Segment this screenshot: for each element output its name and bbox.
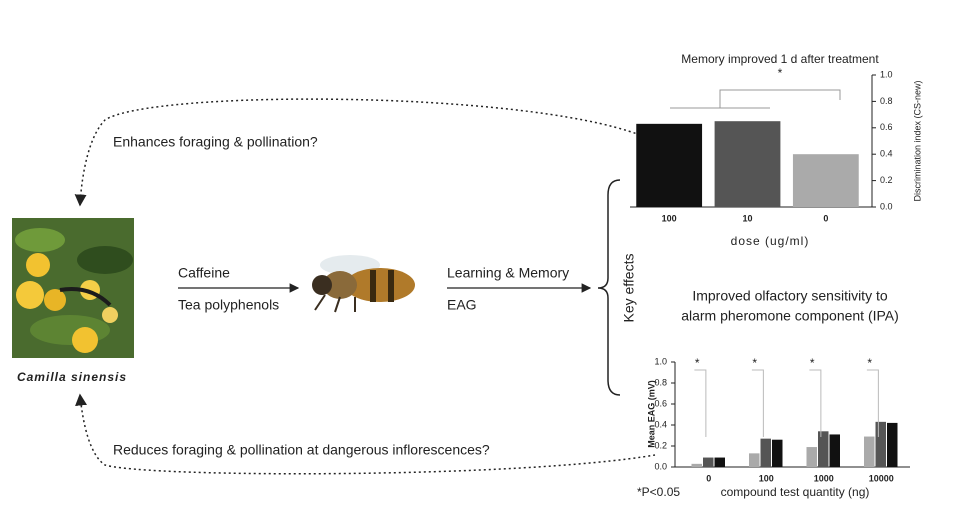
bar [818, 431, 829, 467]
y-tick-label: 0.0 [880, 201, 893, 211]
y-tick-label: 0.6 [880, 122, 893, 132]
brace [597, 179, 621, 396]
bar [875, 421, 886, 467]
chart-title: alarm pheromone component (IPA) [681, 308, 899, 324]
significance-bracket [670, 89, 841, 109]
bee-image [312, 255, 415, 313]
dotted-arrow [74, 98, 641, 207]
x-axis-label: dose (ug/ml) [731, 234, 810, 248]
x-tick-label: 10000 [869, 473, 894, 483]
compound: Tea polyphenols [178, 297, 279, 313]
x-tick-label: 10 [742, 213, 752, 223]
compound: Caffeine [178, 265, 230, 281]
y-tick-label: 0.4 [654, 419, 667, 429]
bottom-arrow-label: Reduces foraging & pollination at danger… [113, 442, 490, 458]
significance-star: * [695, 356, 700, 370]
significance-bracket [694, 369, 707, 437]
significance-bracket [751, 369, 764, 437]
y-axis-label: Discrimination index (CS-new) [912, 80, 922, 201]
bar [714, 457, 725, 467]
significance-star: * [867, 356, 872, 370]
bar [749, 453, 760, 467]
significance-star: * [810, 356, 815, 370]
key-effects-label: Key effects [621, 253, 637, 322]
y-tick-label: 0.6 [654, 398, 667, 408]
effect: Learning & Memory [447, 265, 569, 281]
bar [760, 438, 771, 467]
dotted-arrow [75, 393, 656, 475]
x-axis-label: compound test quantity (ng) [721, 485, 870, 499]
effect: EAG [447, 297, 477, 313]
x-tick-label: 0 [823, 213, 828, 223]
bar [864, 436, 875, 467]
y-tick-label: 0.4 [880, 149, 893, 159]
x-tick-label: 1000 [814, 473, 834, 483]
bar [887, 422, 898, 467]
bar [703, 457, 714, 467]
bar [714, 121, 781, 207]
x-tick-label: 100 [662, 213, 677, 223]
y-tick-label: 0.8 [654, 377, 667, 387]
bar [772, 439, 783, 467]
footnote: *P<0.05 [637, 485, 680, 499]
y-axis-label: Mean EAG (mV) [646, 380, 656, 448]
y-tick-label: 1.0 [654, 356, 667, 366]
y-tick-label: 0.2 [654, 440, 667, 450]
significance-star: * [778, 66, 783, 80]
y-tick-label: 0.2 [880, 175, 893, 185]
bar [792, 154, 859, 207]
bar [636, 123, 703, 207]
y-tick-label: 0.8 [880, 96, 893, 106]
significance-bracket [809, 369, 822, 437]
bar [829, 434, 840, 467]
chart-title: Memory improved 1 d after treatment [681, 52, 879, 66]
bar [691, 463, 702, 467]
chart-title: Improved olfactory sensitivity to [692, 288, 888, 304]
top-arrow-label: Enhances foraging & pollination? [113, 134, 318, 150]
significance-bracket [866, 369, 879, 437]
significance-star: * [752, 356, 757, 370]
bar [806, 447, 817, 467]
x-tick-label: 0 [706, 473, 711, 483]
plant-label: Camilla sinensis [17, 370, 127, 384]
y-tick-label: 1.0 [880, 69, 893, 79]
x-tick-label: 100 [759, 473, 774, 483]
y-tick-label: 0.0 [654, 461, 667, 471]
plant-image [12, 218, 134, 358]
